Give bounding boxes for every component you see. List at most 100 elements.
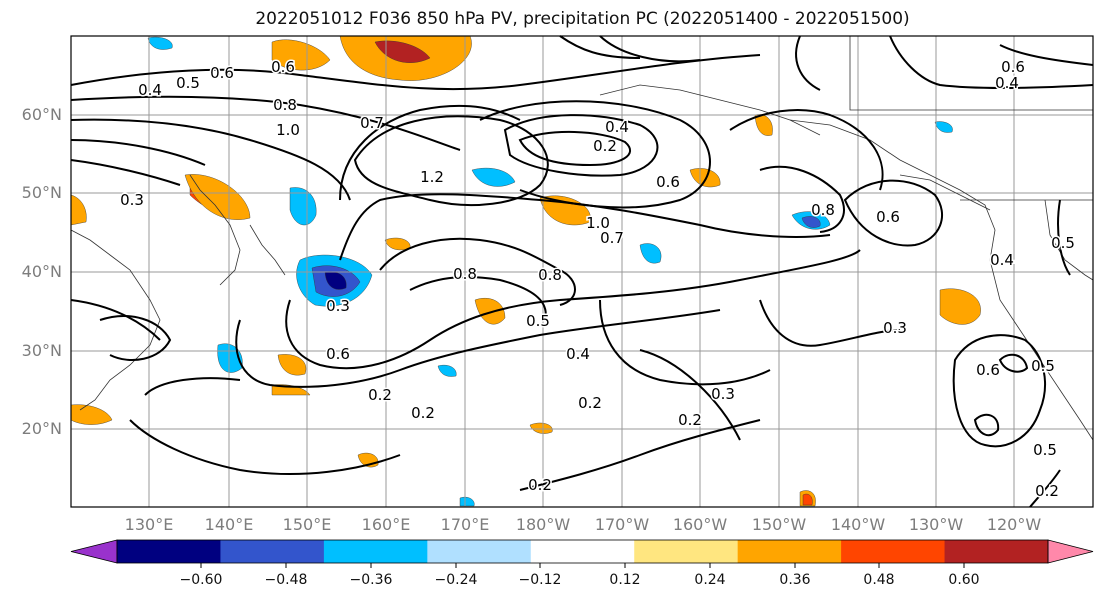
lon-label: 130°W	[908, 515, 964, 534]
coastline-segment	[249, 224, 286, 276]
lat-label: 20°N	[21, 419, 62, 438]
contour-label: 0.4	[990, 251, 1014, 269]
colorbar-extend-low	[70, 539, 118, 564]
pv-contour	[235, 309, 721, 388]
pv-contour	[639, 349, 741, 441]
lat-label: 30°N	[21, 341, 62, 360]
pv-contour	[759, 165, 845, 233]
precip-region	[934, 121, 953, 133]
precip-region	[184, 174, 251, 220]
colorbar-tick-label: 0.48	[863, 572, 895, 588]
precip-region	[802, 493, 813, 506]
pv-contour	[559, 35, 641, 59]
contour-label: 0.8	[811, 201, 835, 219]
pv-contour	[729, 109, 884, 191]
pv-contour	[70, 159, 181, 186]
precip-region	[147, 36, 173, 50]
colorbar-tick-label: 0.60	[948, 572, 980, 588]
pv-contour	[599, 299, 771, 386]
colorbar-segment	[841, 540, 946, 563]
colorbar-segment	[117, 540, 221, 563]
contour-label: 0.2	[411, 404, 435, 422]
contour-label: 0.4	[995, 74, 1019, 92]
lon-label: 160°E	[361, 515, 411, 534]
colorbar-tick-label: −0.24	[434, 572, 478, 588]
colorbar-tick-label: 0.36	[779, 572, 811, 588]
precip-region	[271, 384, 311, 396]
contour-label: 0.5	[1033, 441, 1057, 459]
colorbar-segment	[634, 540, 739, 563]
contour-label: 0.6	[210, 64, 234, 82]
pv-contour	[144, 377, 241, 396]
pv-contour	[759, 299, 901, 347]
lat-label: 40°N	[21, 262, 62, 281]
contour-label: 0.2	[578, 394, 602, 412]
colorbar-segment	[323, 540, 428, 563]
colorbar-segment	[427, 540, 532, 563]
precip-region	[437, 364, 457, 377]
coastline-segment	[849, 36, 1093, 111]
contour-label: 0.6	[1001, 58, 1025, 76]
pv-contour	[70, 54, 761, 91]
contour-label: 0.2	[593, 137, 617, 155]
pv-contour	[599, 35, 701, 63]
pv-contour	[518, 130, 632, 167]
precip-region	[639, 243, 662, 264]
contour-label: 0.3	[711, 385, 735, 403]
contour-label: 0.6	[326, 345, 350, 363]
pv-contour	[843, 179, 944, 247]
contour-label: 0.5	[526, 312, 550, 330]
contour-label: 0.6	[976, 361, 1000, 379]
contour-label: 0.2	[678, 411, 702, 429]
precip-region	[277, 354, 307, 376]
pv-contour	[952, 334, 1046, 448]
pv-contour	[1057, 199, 1071, 276]
colorbar-tick-label: −0.48	[264, 572, 308, 588]
coastline-segment	[189, 174, 241, 286]
lon-label: 150°E	[282, 515, 332, 534]
lon-label: 170°E	[440, 515, 490, 534]
precip-region	[70, 194, 87, 226]
pv-contours	[70, 35, 1094, 508]
coastline-segment	[789, 119, 1094, 441]
pv-contour	[285, 249, 861, 370]
pv-contour	[70, 95, 461, 151]
lon-label: 150°W	[751, 515, 807, 534]
coastline-segment	[899, 174, 991, 211]
precip-region	[271, 39, 331, 71]
colorbar-tick-label: −0.36	[349, 572, 393, 588]
contour-label: 0.5	[176, 74, 200, 92]
pv-contour	[503, 114, 659, 177]
pv-contour	[70, 139, 206, 166]
coastline	[70, 36, 1094, 441]
contour-label: 1.2	[420, 168, 444, 186]
contour-label: 0.2	[528, 476, 552, 494]
colorbar-segment	[944, 540, 1049, 563]
contour-label: 0.3	[326, 297, 350, 315]
pv-contour	[70, 118, 351, 201]
pv-contour	[889, 35, 1094, 90]
colorbar-segment	[530, 540, 635, 563]
pv-contour	[379, 237, 576, 306]
colorbar-extend-high	[1047, 539, 1094, 564]
contour-label: 0.8	[538, 266, 562, 284]
map-border	[70, 35, 1094, 508]
pv-contour	[99, 315, 172, 361]
pv-contour	[1029, 469, 1061, 508]
pv-contour	[353, 115, 549, 206]
contour-labels: 0.60.50.40.60.81.0 0.71.20.30.20.40.20.60…	[119, 57, 1077, 502]
precip-region	[689, 168, 721, 188]
contour-label: 0.4	[566, 345, 590, 363]
contour-label: 0.3	[883, 319, 907, 337]
lon-label: 130°E	[124, 515, 174, 534]
colorbar-segment	[220, 540, 325, 563]
precip-region	[471, 167, 516, 187]
contour-label: 0.7	[360, 114, 384, 132]
lon-label: 140°E	[204, 515, 254, 534]
contour-label: 0.4	[138, 81, 162, 99]
precip-region	[474, 297, 506, 325]
precip-region	[459, 496, 475, 507]
contour-label: 0.2	[1035, 482, 1059, 500]
